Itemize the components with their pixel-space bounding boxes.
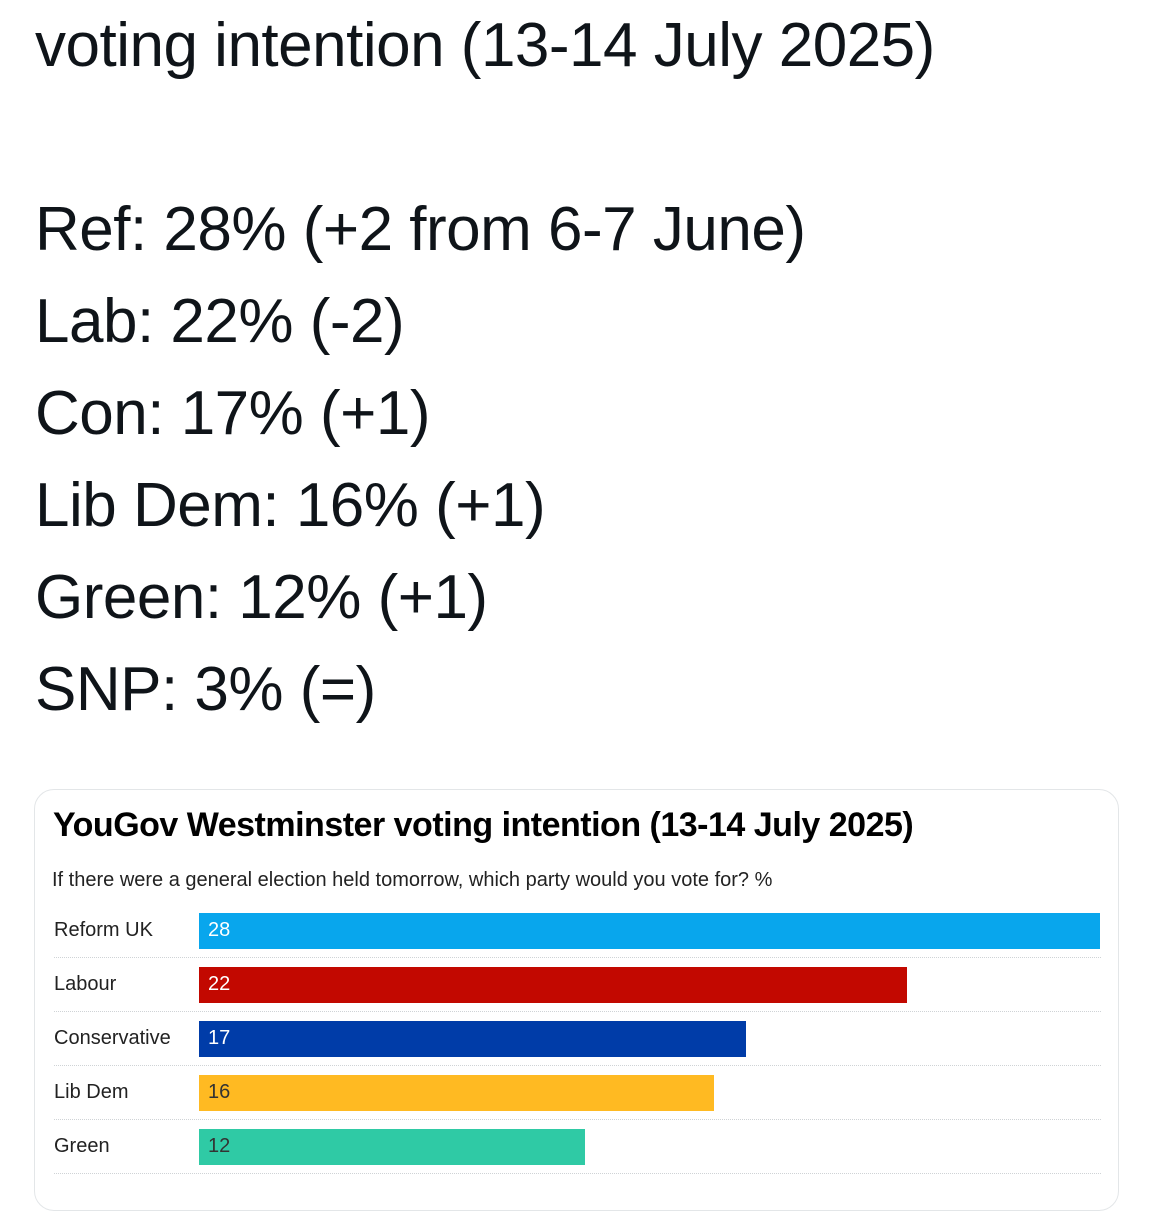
bar: 28	[199, 913, 1100, 949]
bar: 16	[199, 1075, 714, 1111]
bar-category-label: Green	[54, 1135, 110, 1157]
bar-category-label: Lib Dem	[54, 1081, 129, 1103]
row-divider	[54, 1119, 1101, 1120]
bar-value-label: 17	[208, 1027, 231, 1049]
tweet-results-list: Ref: 28% (+2 from 6-7 June) Lab: 22% (-2…	[35, 184, 806, 736]
result-line-green: Green: 12% (+1)	[35, 563, 488, 632]
result-line-snp: SNP: 3% (=)	[35, 655, 376, 724]
chart-title: YouGov Westminster voting intention (13-…	[53, 806, 914, 844]
bar-row: Labour 22	[35, 964, 1118, 1018]
bar-value-label: 16	[208, 1081, 231, 1103]
tweet-title-line: voting intention (13-14 July 2025)	[35, 11, 935, 80]
row-divider	[54, 1173, 1101, 1174]
bar-value-label: 12	[208, 1135, 231, 1157]
bar-row: Conservative 17	[35, 1018, 1118, 1072]
chart-subtitle: If there were a general election held to…	[52, 869, 773, 891]
bar-category-label: Reform UK	[54, 919, 153, 941]
bar-category-label: Conservative	[54, 1027, 171, 1049]
chart-image-card[interactable]: YouGov Westminster voting intention (13-…	[34, 789, 1119, 1211]
bar: 22	[199, 967, 907, 1003]
bar-row: Lib Dem 16	[35, 1072, 1118, 1126]
bar-category-label: Labour	[54, 973, 117, 995]
row-divider	[54, 1011, 1101, 1012]
row-divider	[54, 1065, 1101, 1066]
result-line-libdem: Lib Dem: 16% (+1)	[35, 471, 546, 540]
bar: 12	[199, 1129, 585, 1165]
row-divider	[54, 957, 1101, 958]
bar-value-label: 28	[208, 919, 231, 941]
bar-row: Green 12	[35, 1126, 1118, 1180]
bar-row: Reform UK 28	[35, 910, 1118, 964]
bar: 17	[199, 1021, 746, 1057]
bar-value-label: 22	[208, 973, 231, 995]
result-line-conservative: Con: 17% (+1)	[35, 379, 431, 448]
result-line-labour: Lab: 22% (-2)	[35, 287, 405, 356]
result-line-reform: Ref: 28% (+2 from 6-7 June)	[35, 195, 806, 264]
